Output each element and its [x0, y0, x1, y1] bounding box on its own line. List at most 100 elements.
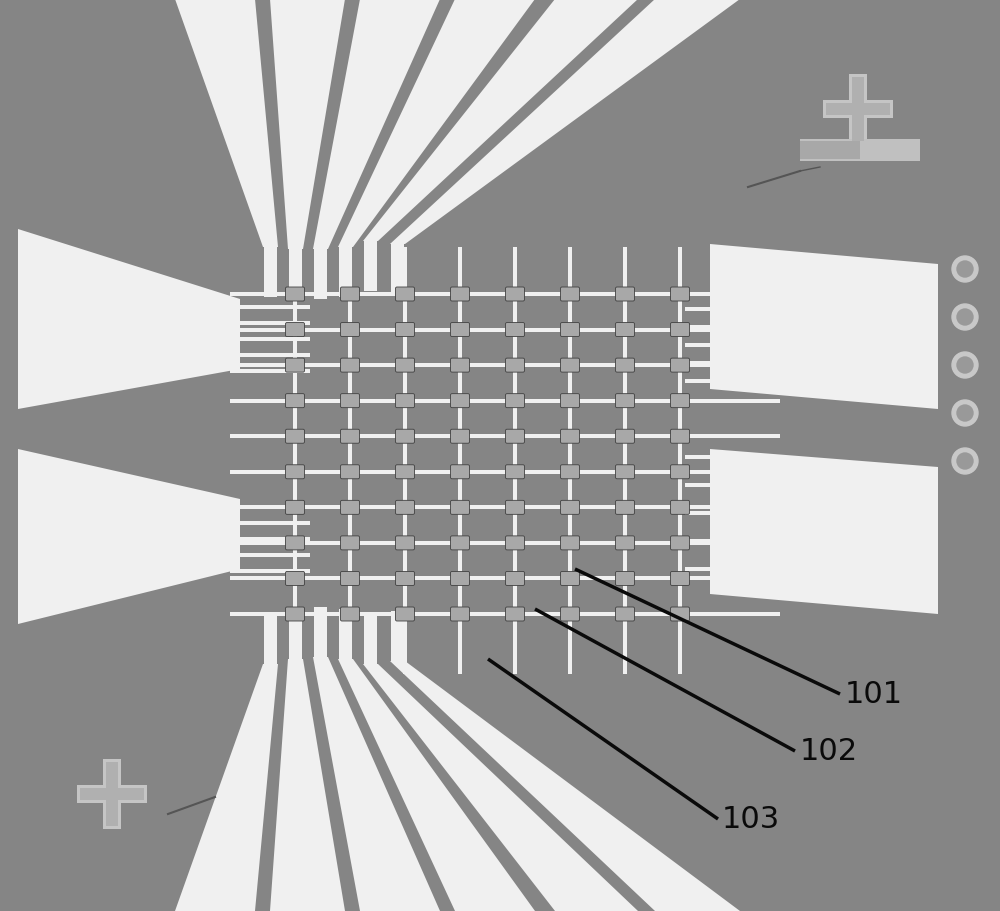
Text: 102: 102 [800, 737, 858, 765]
Bar [339, 609, 352, 660]
Bar [685, 343, 715, 348]
Bar [685, 456, 715, 459]
FancyBboxPatch shape [670, 608, 690, 621]
FancyBboxPatch shape [286, 288, 305, 302]
FancyBboxPatch shape [286, 537, 305, 550]
FancyBboxPatch shape [451, 572, 470, 586]
FancyBboxPatch shape [286, 394, 305, 408]
FancyBboxPatch shape [560, 359, 580, 373]
FancyBboxPatch shape [670, 501, 690, 515]
FancyBboxPatch shape [616, 537, 635, 550]
FancyBboxPatch shape [616, 466, 635, 479]
Polygon shape [270, 0, 345, 250]
Circle shape [957, 358, 973, 374]
Bar [685, 362, 715, 365]
FancyBboxPatch shape [560, 466, 580, 479]
Bar [289, 609, 302, 660]
FancyBboxPatch shape [616, 572, 635, 586]
Circle shape [952, 401, 978, 426]
FancyBboxPatch shape [341, 466, 360, 479]
FancyBboxPatch shape [451, 394, 470, 408]
FancyBboxPatch shape [670, 288, 690, 302]
Polygon shape [106, 763, 118, 826]
FancyBboxPatch shape [506, 430, 524, 444]
FancyBboxPatch shape [506, 359, 524, 373]
Bar [685, 380, 715, 384]
Polygon shape [270, 660, 345, 911]
FancyBboxPatch shape [396, 608, 415, 621]
Bar [289, 250, 302, 300]
FancyBboxPatch shape [451, 359, 470, 373]
Polygon shape [852, 78, 864, 142]
Bar [685, 308, 715, 312]
FancyBboxPatch shape [286, 466, 305, 479]
Polygon shape [313, 657, 440, 911]
FancyBboxPatch shape [341, 501, 360, 515]
Bar [230, 353, 310, 358]
FancyBboxPatch shape [451, 537, 470, 550]
FancyBboxPatch shape [341, 537, 360, 550]
Polygon shape [710, 449, 938, 614]
Bar [230, 370, 310, 374]
Circle shape [957, 454, 973, 469]
FancyBboxPatch shape [286, 608, 305, 621]
FancyBboxPatch shape [451, 466, 470, 479]
FancyBboxPatch shape [560, 430, 580, 444]
FancyBboxPatch shape [396, 501, 415, 515]
Circle shape [952, 448, 978, 475]
FancyBboxPatch shape [396, 288, 415, 302]
FancyBboxPatch shape [560, 501, 580, 515]
FancyBboxPatch shape [616, 288, 635, 302]
Bar [230, 553, 310, 558]
FancyBboxPatch shape [560, 537, 580, 550]
FancyBboxPatch shape [286, 572, 305, 586]
FancyBboxPatch shape [506, 323, 524, 337]
Polygon shape [18, 449, 240, 624]
FancyBboxPatch shape [451, 608, 470, 621]
Bar [230, 328, 780, 333]
Bar [230, 470, 780, 475]
FancyBboxPatch shape [341, 323, 360, 337]
Polygon shape [390, 0, 740, 245]
FancyBboxPatch shape [341, 572, 360, 586]
Polygon shape [175, 0, 278, 248]
FancyBboxPatch shape [616, 430, 635, 444]
Bar [685, 484, 715, 487]
FancyBboxPatch shape [451, 501, 470, 515]
Bar [264, 248, 277, 298]
FancyBboxPatch shape [396, 323, 415, 337]
Polygon shape [103, 759, 121, 829]
Bar [230, 506, 780, 510]
FancyBboxPatch shape [286, 359, 305, 373]
FancyBboxPatch shape [670, 466, 690, 479]
FancyBboxPatch shape [670, 572, 690, 586]
FancyBboxPatch shape [560, 323, 580, 337]
Circle shape [957, 405, 973, 422]
Polygon shape [338, 660, 535, 911]
FancyBboxPatch shape [616, 501, 635, 515]
Bar [364, 614, 377, 664]
FancyBboxPatch shape [616, 608, 635, 621]
FancyBboxPatch shape [451, 430, 470, 444]
FancyBboxPatch shape [286, 501, 305, 515]
Bar [339, 248, 352, 298]
FancyBboxPatch shape [451, 288, 470, 302]
Bar [230, 306, 310, 310]
FancyBboxPatch shape [616, 323, 635, 337]
Polygon shape [849, 75, 867, 145]
Bar [364, 241, 377, 292]
Circle shape [952, 257, 978, 282]
FancyBboxPatch shape [396, 394, 415, 408]
Polygon shape [390, 661, 740, 911]
FancyBboxPatch shape [451, 323, 470, 337]
Polygon shape [313, 0, 440, 250]
Bar [391, 611, 404, 661]
Circle shape [957, 310, 973, 325]
FancyBboxPatch shape [396, 430, 415, 444]
Bar [623, 248, 627, 674]
Bar [230, 541, 780, 546]
Polygon shape [710, 245, 938, 410]
FancyBboxPatch shape [506, 501, 524, 515]
Bar [230, 521, 310, 526]
Polygon shape [80, 788, 144, 800]
